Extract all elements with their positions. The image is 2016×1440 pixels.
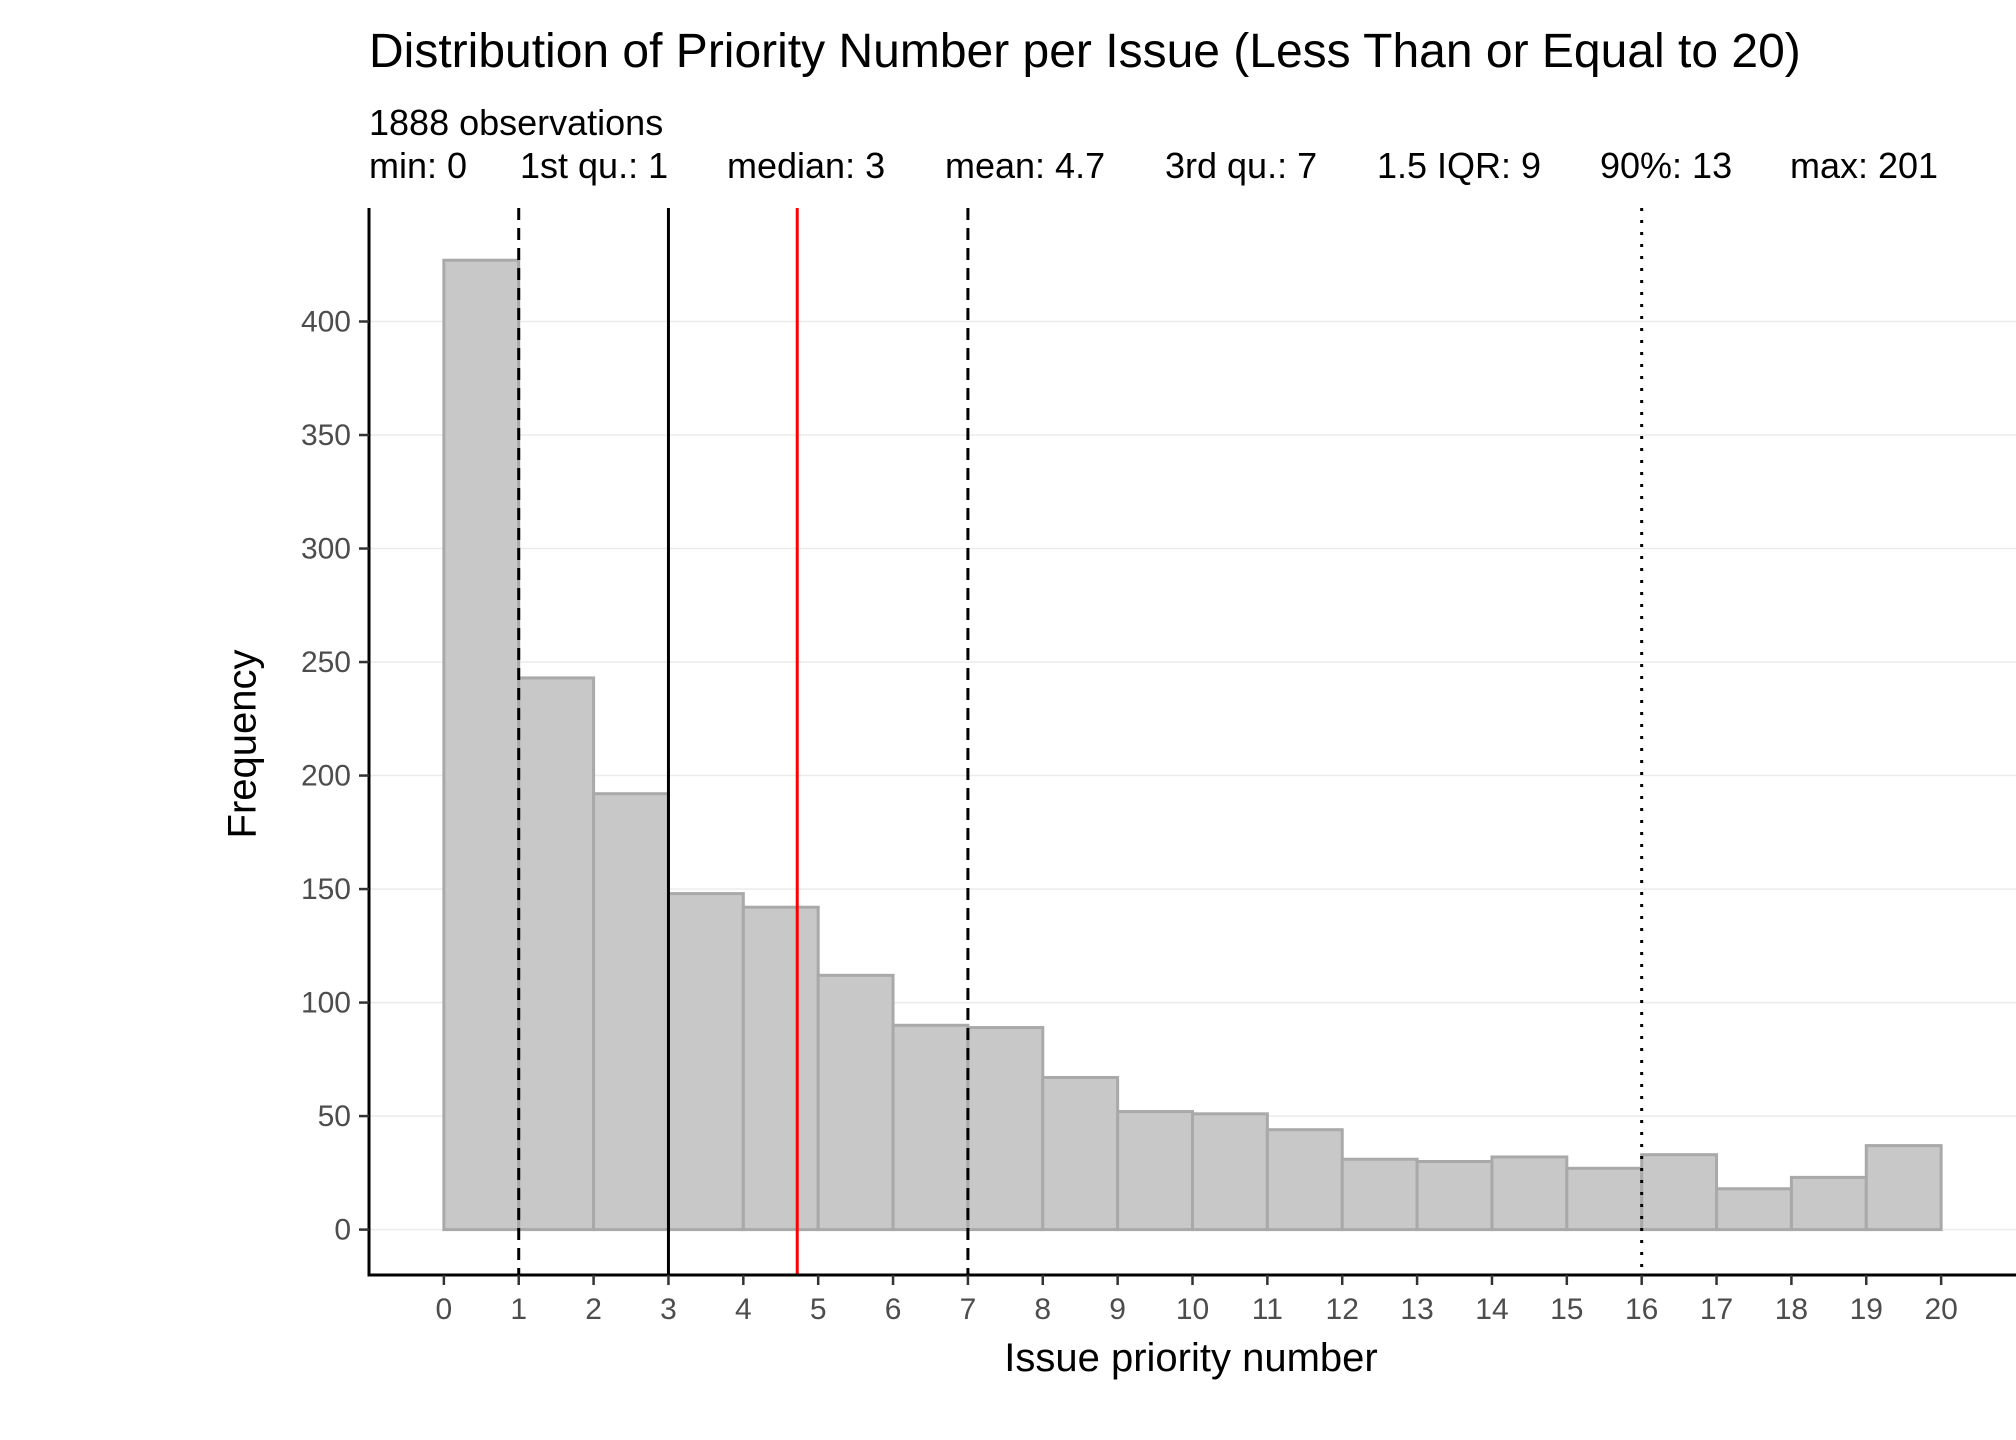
x-tick-label-4: 4 (735, 1293, 752, 1326)
histogram-bar-9 (1116, 1110, 1194, 1232)
y-axis-label: Frequency (220, 649, 265, 839)
y-tick-label-150: 150 (301, 873, 351, 906)
histogram-bar-11 (1265, 1128, 1344, 1232)
histogram-bar-4 (741, 905, 820, 1232)
x-tick-label-6: 6 (885, 1293, 902, 1326)
x-tick-label-9: 9 (1109, 1293, 1126, 1326)
stat-third-quartile: 3rd qu.: 7 (1165, 145, 1318, 186)
x-tick-label-13: 13 (1400, 1293, 1433, 1326)
y-tick-label-300: 300 (301, 533, 351, 566)
reference-lines (517, 208, 1644, 1275)
x-tick-label-8: 8 (1034, 1293, 1051, 1326)
histogram-bar-16 (1640, 1153, 1719, 1232)
y-tick-label-200: 200 (301, 760, 351, 793)
histogram-bar-10 (1191, 1112, 1269, 1232)
stat-first-quartile: 1st qu.: 1 (520, 145, 669, 186)
histogram-bar-13 (1415, 1159, 1494, 1232)
y-tick-label-0: 0 (334, 1214, 351, 1247)
x-tick-label-7: 7 (960, 1293, 977, 1326)
y-tick-label-350: 350 (301, 419, 351, 452)
x-axis-label: Issue priority number (1004, 1336, 1378, 1380)
histogram-bar-12 (1340, 1157, 1419, 1232)
stat-max: max: 201 (1790, 145, 1939, 186)
y-tick-label-250: 250 (301, 646, 351, 679)
x-tick-label-20: 20 (1924, 1293, 1957, 1326)
stat-min: min: 0 (369, 145, 468, 186)
observations-count: 1888 observations (369, 102, 664, 143)
stat-90-percentile: 90%: 13 (1600, 145, 1733, 186)
stat-mean: mean: 4.7 (945, 145, 1106, 186)
x-tick-label-0: 0 (436, 1293, 453, 1326)
y-tick-label-400: 400 (301, 306, 351, 339)
stat-median: median: 3 (727, 145, 886, 186)
histogram-bar-7 (966, 1026, 1045, 1232)
x-tick-label-14: 14 (1475, 1293, 1508, 1326)
chart-title: Distribution of Priority Number per Issu… (369, 25, 1801, 78)
y-tick-label-100: 100 (301, 987, 351, 1020)
x-tick-label-10: 10 (1176, 1293, 1209, 1326)
histogram-bar-2 (592, 792, 670, 1232)
stat-iqr: 1.5 IQR: 9 (1377, 145, 1542, 186)
x-tick-label-5: 5 (810, 1293, 827, 1326)
histogram-bar-5 (816, 973, 895, 1232)
x-tick-label-3: 3 (660, 1293, 677, 1326)
x-tick-label-1: 1 (510, 1293, 527, 1326)
histogram-bar-19 (1864, 1144, 1943, 1232)
histogram-bar-0 (442, 258, 521, 1232)
histogram-bar-6 (891, 1023, 970, 1232)
y-tick-label-50: 50 (318, 1100, 351, 1133)
histogram-bar-14 (1490, 1155, 1569, 1232)
x-tick-label-19: 19 (1850, 1293, 1883, 1326)
histogram-bars (442, 258, 1943, 1232)
histogram-bar-3 (666, 892, 745, 1232)
x-tick-label-15: 15 (1550, 1293, 1583, 1326)
histogram-bar-18 (1789, 1175, 1868, 1232)
x-tick-label-12: 12 (1326, 1293, 1359, 1326)
x-tick-label-17: 17 (1700, 1293, 1733, 1326)
x-tick-label-2: 2 (585, 1293, 602, 1326)
histogram-bar-15 (1565, 1166, 1644, 1232)
x-tick-label-11: 11 (1252, 1293, 1283, 1326)
histogram-bar-1 (517, 676, 596, 1232)
histogram-bar-17 (1715, 1187, 1793, 1232)
histogram-bar-8 (1041, 1075, 1120, 1232)
x-tick-label-18: 18 (1775, 1293, 1808, 1326)
x-tick-label-16: 16 (1625, 1293, 1658, 1326)
